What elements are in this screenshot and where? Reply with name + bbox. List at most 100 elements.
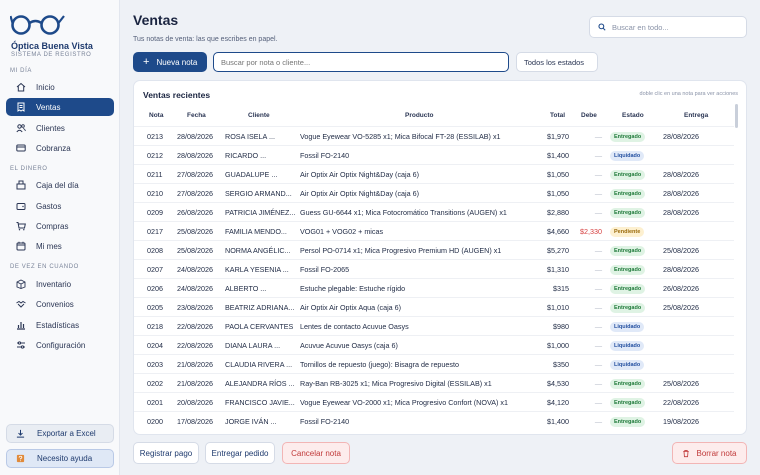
- cell-producto: Vogue Eyewear VO-2000 x1; Mica Progresiv…: [300, 398, 508, 407]
- sidebar-item-estadisticas[interactable]: Estadísticas: [6, 316, 114, 334]
- cell-total: $1,310: [547, 265, 569, 274]
- table-row[interactable]: 0218 22/08/2026 PAOLA CERVANTES Lentes de c…: [134, 316, 734, 335]
- wallet-icon: [16, 201, 26, 211]
- cell-debe: —: [594, 360, 602, 369]
- column-header-debe: Debe: [581, 112, 597, 119]
- table-row[interactable]: 0213 28/08/2026 ROSA ISELA ... Vogue Eyewea…: [134, 126, 734, 145]
- cell-debe: —: [594, 132, 602, 141]
- cell-debe: —: [594, 379, 602, 388]
- cell-total: $1,050: [547, 170, 569, 179]
- table-row[interactable]: 0208 25/08/2026 NORMA ANGÉLIC... Persol PO-…: [134, 240, 734, 259]
- cell-producto: Air Optix Air Optix Night&Day (caja 6): [300, 170, 420, 179]
- cell-fecha: 27/08/2026: [177, 189, 213, 198]
- sidebar-item-configuracion[interactable]: Configuración: [6, 336, 114, 354]
- global-search-placeholder: Buscar en todo...: [612, 22, 669, 32]
- cell-total: $2,880: [547, 208, 569, 217]
- sidebar-item-gastos[interactable]: Gastos: [6, 197, 114, 215]
- cell-fecha: 24/08/2026: [177, 284, 213, 293]
- new-note-label: Nueva nota: [156, 57, 198, 67]
- cell-fecha: 20/08/2026: [177, 398, 213, 407]
- cell-entrega: 25/08/2026: [663, 379, 699, 388]
- cell-cliente: FAMILIA MENDO...: [225, 227, 287, 236]
- cell-total: $4,120: [547, 398, 569, 407]
- cell-debe: —: [594, 151, 602, 160]
- table-row[interactable]: 0210 27/08/2026 SERGIO ARMAND... Air Optix …: [134, 183, 734, 202]
- panel-hint: doble clic en una nota para ver acciones: [639, 91, 738, 97]
- table-row[interactable]: 0205 23/08/2026 BEATRIZ ADRIANA... Air Opti…: [134, 297, 734, 316]
- table-row[interactable]: 0209 26/08/2026 PATRICIA JIMÉNEZ... Guess G…: [134, 202, 734, 221]
- status-filter-select[interactable]: Todos los estados: [516, 52, 598, 72]
- sidebar-item-cobranza[interactable]: Cobranza: [6, 139, 114, 157]
- sidebar-item-inicio[interactable]: Inicio: [6, 78, 114, 96]
- deliver-order-button[interactable]: Entregar pedido: [205, 442, 275, 464]
- cell-cliente: BEATRIZ ADRIANA...: [225, 303, 295, 312]
- sidebar-item-compras[interactable]: Compras: [6, 217, 114, 235]
- cell-nota: 0205: [147, 303, 163, 312]
- page-subtitle: Tus notas de venta: las que escribes en …: [133, 36, 278, 43]
- cell-nota: 0209: [147, 208, 163, 217]
- table-row[interactable]: 0207 24/08/2026 KARLA YESENIA ... Fossil FO…: [134, 259, 734, 278]
- delete-note-button[interactable]: Borrar nota: [672, 442, 747, 464]
- table-row[interactable]: 0200 17/08/2026 JORGE IVÁN ... Fossil FO-21…: [134, 411, 734, 430]
- sidebar-item-label: Cobranza: [36, 143, 71, 153]
- status-badge: Entregado: [610, 208, 646, 218]
- cell-fecha: 24/08/2026: [177, 265, 213, 274]
- cell-fecha: 25/08/2026: [177, 246, 213, 255]
- plus-icon: +: [143, 55, 150, 68]
- table-row[interactable]: 0202 21/08/2026 ALEJANDRA RÍOS ... Ray-Ban …: [134, 373, 734, 392]
- cell-total: $980: [553, 322, 569, 331]
- new-note-button[interactable]: + Nueva nota: [133, 52, 207, 72]
- sidebar-item-label: Mi mes: [36, 241, 62, 251]
- cell-nota: 0202: [147, 379, 163, 388]
- table-row[interactable]: 0203 21/08/2026 CLAUDIA RIVERA ... Tornillo…: [134, 354, 734, 373]
- sidebar-item-convenios[interactable]: Convenios: [6, 295, 114, 313]
- status-badge: Liquidado: [610, 322, 645, 332]
- cell-debe: —: [594, 284, 602, 293]
- column-header-producto: Producto: [405, 112, 434, 119]
- cell-cliente: FRANCISCO JAVIE...: [225, 398, 295, 407]
- page-title: Ventas: [133, 12, 179, 28]
- delete-note-label: Borrar nota: [696, 448, 737, 458]
- help-button[interactable]: Necesito ayuda: [6, 449, 114, 468]
- cell-total: $1,050: [547, 189, 569, 198]
- cell-debe: —: [594, 208, 602, 217]
- table-scrollbar[interactable]: [735, 104, 738, 128]
- table-row[interactable]: 0212 28/08/2026 RICARDO ... Fossil FO-2140 $…: [134, 145, 734, 164]
- cancel-note-button[interactable]: Cancelar nota: [282, 442, 350, 464]
- export-excel-button[interactable]: Exportar a Excel: [6, 424, 114, 443]
- cell-producto: Fossil FO-2140: [300, 151, 350, 160]
- brand-subtitle: SISTEMA DE REGISTRO: [11, 52, 92, 58]
- table-header: Nota Fecha Cliente Producto Total Debe E…: [134, 109, 734, 125]
- table-row[interactable]: 0217 25/08/2026 FAMILIA MENDO... VOG01 + VO…: [134, 221, 734, 240]
- cell-nota: 0201: [147, 398, 163, 407]
- cell-cliente: ALBERTO ...: [225, 284, 267, 293]
- cell-producto: Tornillos de repuesto (juego): Bisagra d…: [300, 360, 460, 369]
- table-row[interactable]: 0204 22/08/2026 DIANA LAURA ... Acuvue Acuv…: [134, 335, 734, 354]
- cell-cliente: NORMA ANGÉLIC...: [225, 246, 291, 255]
- cell-cliente: ROSA ISELA ...: [225, 132, 275, 141]
- cell-cliente: RICARDO ...: [225, 151, 267, 160]
- sidebar-item-label: Caja del día: [36, 180, 79, 190]
- note-search-input[interactable]: [213, 52, 509, 72]
- cell-producto: Fossil FO-2065: [300, 265, 350, 274]
- status-badge: Liquidado: [610, 151, 645, 161]
- cell-total: $1,400: [547, 151, 569, 160]
- receipt-icon: [16, 102, 26, 112]
- sidebar-item-ventas[interactable]: Ventas: [6, 98, 114, 116]
- cell-producto: Estuche plegable: Estuche rígido: [300, 284, 406, 293]
- table-row[interactable]: 0201 20/08/2026 FRANCISCO JAVIE... Vogue Ey…: [134, 392, 734, 411]
- cell-cliente: DIANA LAURA ...: [225, 341, 281, 350]
- table-row[interactable]: 0211 27/08/2026 GUADALUPE ... Air Optix Air…: [134, 164, 734, 183]
- table-row[interactable]: 0206 24/08/2026 ALBERTO ... Estuche plegabl…: [134, 278, 734, 297]
- sidebar-item-mi-mes[interactable]: Mi mes: [6, 237, 114, 255]
- cell-cliente: PAOLA CERVANTES: [225, 322, 294, 331]
- sidebar-item-inventario[interactable]: Inventario: [6, 275, 114, 293]
- sidebar-item-clientes[interactable]: Clientes: [6, 119, 114, 137]
- register-payment-button[interactable]: Registrar pago: [133, 442, 199, 464]
- sidebar-item-caja-del-dia[interactable]: Caja del día: [6, 176, 114, 194]
- global-search-input[interactable]: Buscar en todo...: [589, 16, 747, 38]
- help-icon: [16, 454, 25, 463]
- box-icon: [16, 279, 26, 289]
- handshake-icon: [16, 299, 26, 309]
- users-icon: [16, 123, 26, 133]
